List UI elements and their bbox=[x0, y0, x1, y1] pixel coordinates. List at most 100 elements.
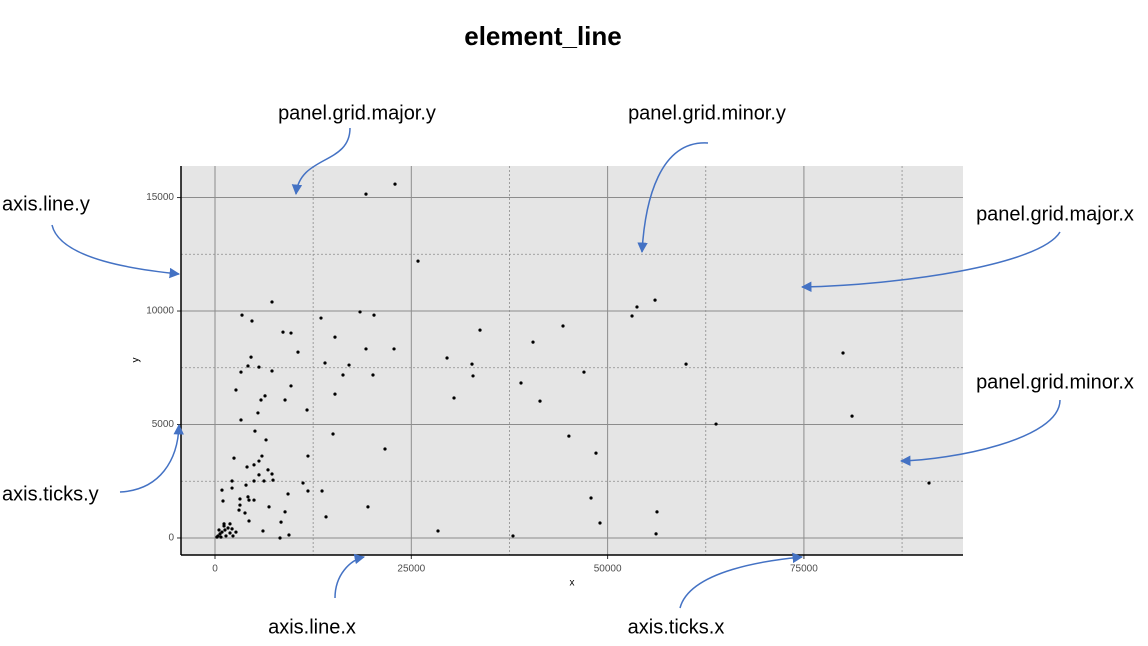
point bbox=[289, 331, 293, 335]
annotation-arrow bbox=[800, 231, 1061, 293]
point bbox=[281, 330, 285, 334]
point bbox=[654, 532, 658, 536]
point bbox=[220, 488, 224, 492]
annotation-arrow bbox=[291, 127, 351, 196]
point bbox=[589, 496, 593, 500]
point bbox=[252, 498, 256, 502]
x-tick-label: 50000 bbox=[594, 564, 622, 575]
point bbox=[323, 361, 327, 365]
point bbox=[582, 370, 586, 374]
annotation-arrow bbox=[899, 399, 1061, 467]
point bbox=[239, 418, 243, 422]
point bbox=[249, 355, 253, 359]
point bbox=[271, 478, 275, 482]
annotation-arrow bbox=[119, 423, 184, 493]
point bbox=[256, 411, 260, 415]
annotation: axis.ticks.y bbox=[2, 483, 99, 505]
point bbox=[392, 347, 396, 351]
point bbox=[261, 529, 265, 533]
point bbox=[287, 533, 291, 537]
point bbox=[283, 510, 287, 514]
annotation: axis.line.y bbox=[2, 193, 90, 215]
point bbox=[598, 521, 602, 525]
point bbox=[266, 468, 270, 472]
point bbox=[305, 408, 309, 412]
point bbox=[238, 497, 242, 501]
point bbox=[331, 432, 335, 436]
point bbox=[221, 499, 225, 503]
point bbox=[257, 473, 261, 477]
point bbox=[246, 364, 250, 368]
point bbox=[264, 438, 268, 442]
annotation-arrow bbox=[679, 552, 804, 609]
point bbox=[245, 465, 249, 469]
annotation: axis.ticks.x bbox=[628, 616, 725, 638]
point bbox=[289, 384, 293, 388]
point bbox=[228, 531, 232, 535]
point bbox=[358, 310, 362, 314]
point bbox=[653, 298, 657, 302]
point bbox=[927, 481, 931, 485]
point bbox=[257, 459, 261, 463]
annotation-arrow bbox=[51, 224, 181, 279]
point bbox=[561, 324, 565, 328]
point bbox=[478, 328, 482, 332]
point bbox=[567, 434, 571, 438]
point bbox=[238, 503, 242, 507]
point bbox=[655, 510, 659, 514]
point bbox=[333, 392, 337, 396]
point bbox=[452, 396, 456, 400]
annotation: panel.grid.major.x bbox=[976, 203, 1134, 225]
point bbox=[324, 515, 328, 519]
point bbox=[531, 340, 535, 344]
point bbox=[371, 373, 375, 377]
point bbox=[230, 479, 234, 483]
point bbox=[224, 534, 228, 538]
y-axis-label: y bbox=[131, 358, 142, 363]
point bbox=[215, 535, 219, 539]
point bbox=[259, 398, 263, 402]
point bbox=[219, 535, 223, 539]
point bbox=[306, 489, 310, 493]
point bbox=[519, 381, 523, 385]
point bbox=[260, 454, 264, 458]
point bbox=[296, 350, 300, 354]
point bbox=[594, 451, 598, 455]
point bbox=[320, 489, 324, 493]
point bbox=[252, 463, 256, 467]
point bbox=[393, 182, 397, 186]
point bbox=[841, 351, 845, 355]
point bbox=[416, 259, 420, 263]
point bbox=[538, 399, 542, 403]
point bbox=[270, 369, 274, 373]
point bbox=[217, 528, 221, 532]
x-tick-label: 75000 bbox=[790, 564, 818, 575]
x-axis-label: x bbox=[570, 578, 575, 589]
point bbox=[247, 519, 251, 523]
point bbox=[220, 530, 224, 534]
point bbox=[243, 511, 247, 515]
point bbox=[252, 479, 256, 483]
point bbox=[262, 479, 266, 483]
point bbox=[306, 454, 310, 458]
point bbox=[231, 534, 235, 538]
point bbox=[511, 534, 515, 538]
point bbox=[630, 314, 634, 318]
y-tick-label: 10000 bbox=[146, 306, 174, 317]
point bbox=[244, 483, 248, 487]
y-tick-label: 15000 bbox=[146, 192, 174, 203]
point bbox=[333, 335, 337, 339]
point bbox=[436, 529, 440, 533]
y-tick-label: 0 bbox=[168, 533, 174, 544]
point bbox=[635, 305, 639, 309]
point bbox=[383, 447, 387, 451]
point bbox=[278, 536, 282, 540]
point bbox=[239, 370, 243, 374]
point bbox=[372, 313, 376, 317]
point bbox=[471, 374, 475, 378]
point bbox=[250, 319, 254, 323]
chart-title: element_line bbox=[464, 21, 622, 51]
annotation: panel.grid.minor.x bbox=[976, 371, 1134, 393]
